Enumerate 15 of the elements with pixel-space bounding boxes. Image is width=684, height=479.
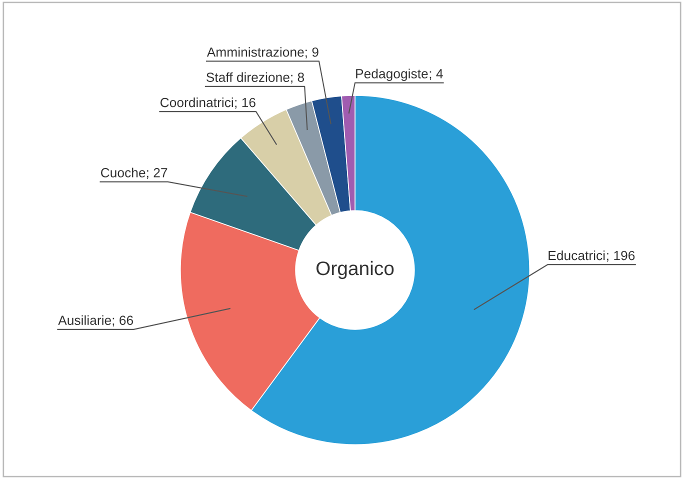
data-label: ; 66 — [112, 316, 134, 327]
slice-label: Cuoche — [100, 168, 146, 178]
data-label: ; 4 — [430, 69, 443, 80]
data-label: ; 9 — [306, 47, 318, 58]
data-label: ; 8 — [291, 72, 304, 84]
slice-label: Staff direzione — [206, 72, 290, 82]
data-label: ; 16 — [235, 98, 256, 109]
slice-label: Educatrici — [548, 250, 605, 260]
slice-label: Coordinatrici — [160, 98, 233, 108]
data-label: ; 196 — [607, 250, 635, 262]
slice-label: Ausiliarie — [58, 315, 112, 325]
slice-label: Pedagogiste — [356, 68, 428, 81]
data-label: ; 27 — [146, 168, 168, 179]
slice-label: Amministrazione — [206, 47, 304, 57]
text: Organico — [316, 260, 394, 280]
